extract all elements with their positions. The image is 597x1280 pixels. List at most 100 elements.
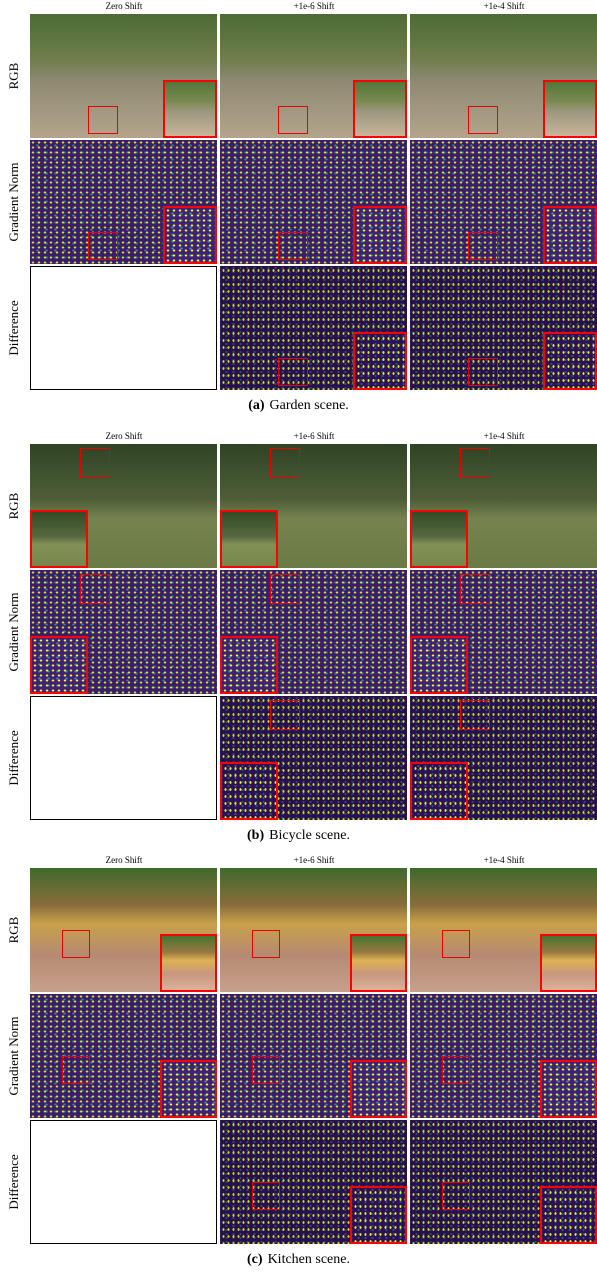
image-panel bbox=[30, 570, 217, 694]
image-panel bbox=[410, 570, 597, 694]
column-header: +1e-4 Shift bbox=[410, 1, 597, 11]
zoom-inset bbox=[163, 206, 217, 264]
image-panel bbox=[220, 140, 407, 264]
crop-box bbox=[80, 574, 110, 604]
column-header: +1e-4 Shift bbox=[410, 855, 597, 865]
image-panel bbox=[30, 140, 217, 264]
image-panel bbox=[220, 14, 407, 138]
image-panel bbox=[410, 1120, 597, 1244]
caption-label: (a) bbox=[248, 398, 264, 413]
crop-box bbox=[442, 1056, 470, 1084]
zoom-inset bbox=[220, 762, 278, 820]
row-label: Difference bbox=[6, 266, 22, 390]
crop-box bbox=[468, 358, 498, 386]
zoom-inset bbox=[353, 80, 407, 138]
row-label: Difference bbox=[6, 1120, 22, 1244]
crop-box bbox=[252, 1056, 280, 1084]
caption-label: (c) bbox=[247, 1252, 263, 1267]
crop-box bbox=[88, 232, 118, 260]
column-header: +1e-4 Shift bbox=[410, 431, 597, 441]
zoom-inset bbox=[543, 206, 597, 264]
crop-box bbox=[88, 106, 118, 134]
zoom-inset bbox=[540, 934, 597, 992]
image-panel bbox=[30, 696, 217, 820]
crop-box bbox=[278, 232, 308, 260]
image-panel bbox=[410, 266, 597, 390]
zoom-inset bbox=[30, 510, 88, 568]
zoom-inset bbox=[160, 934, 217, 992]
caption: (a)Garden scene. bbox=[0, 398, 597, 414]
image-panel bbox=[30, 444, 217, 568]
crop-box bbox=[460, 448, 490, 478]
zoom-inset bbox=[410, 510, 468, 568]
zoom-inset bbox=[540, 1186, 597, 1244]
image-panel bbox=[220, 994, 407, 1118]
crop-box bbox=[62, 1056, 90, 1084]
image-panel bbox=[220, 696, 407, 820]
image-panel bbox=[30, 14, 217, 138]
image-panel bbox=[30, 1120, 217, 1244]
caption: (c) Kitchen scene. bbox=[0, 1252, 597, 1268]
column-header: +1e-6 Shift bbox=[220, 1, 408, 11]
zoom-inset bbox=[410, 636, 468, 694]
crop-box bbox=[252, 1182, 280, 1210]
zoom-inset bbox=[350, 1186, 407, 1244]
zoom-inset bbox=[543, 80, 597, 138]
row-label: Gradient Norm bbox=[6, 994, 22, 1118]
row-label: Gradient Norm bbox=[6, 140, 22, 264]
zoom-inset bbox=[350, 934, 407, 992]
zoom-inset bbox=[163, 80, 217, 138]
image-panel bbox=[410, 140, 597, 264]
image-panel bbox=[30, 266, 217, 390]
column-header: Zero Shift bbox=[30, 855, 218, 865]
crop-box bbox=[270, 700, 300, 730]
zoom-inset bbox=[540, 1060, 597, 1118]
image-panel bbox=[410, 868, 597, 992]
crop-box bbox=[460, 574, 490, 604]
crop-box bbox=[278, 358, 308, 386]
zoom-inset bbox=[160, 1060, 217, 1118]
image-panel bbox=[410, 994, 597, 1118]
image-panel bbox=[410, 444, 597, 568]
crop-box bbox=[252, 930, 280, 958]
zoom-inset bbox=[410, 762, 468, 820]
image-panel bbox=[220, 868, 407, 992]
image-panel bbox=[220, 1120, 407, 1244]
column-header: Zero Shift bbox=[30, 431, 218, 441]
caption-text: Kitchen scene. bbox=[268, 1252, 350, 1267]
image-panel bbox=[410, 696, 597, 820]
caption-text: Bicycle scene. bbox=[269, 828, 350, 843]
crop-box bbox=[270, 448, 300, 478]
crop-box bbox=[270, 574, 300, 604]
zoom-inset bbox=[30, 636, 88, 694]
caption: (b) Bicycle scene. bbox=[0, 828, 597, 844]
zoom-inset bbox=[543, 332, 597, 390]
zoom-inset bbox=[350, 1060, 407, 1118]
crop-box bbox=[468, 106, 498, 134]
zoom-inset bbox=[220, 636, 278, 694]
zoom-inset bbox=[353, 332, 407, 390]
image-panel bbox=[410, 14, 597, 138]
row-label: RGB bbox=[6, 868, 22, 992]
crop-box bbox=[62, 930, 90, 958]
row-label: Gradient Norm bbox=[6, 570, 22, 694]
zoom-inset bbox=[220, 510, 278, 568]
crop-box bbox=[442, 1182, 470, 1210]
figure: (() => { const data = JSON.parse(documen… bbox=[0, 0, 597, 1280]
row-label: Difference bbox=[6, 696, 22, 820]
column-header: +1e-6 Shift bbox=[220, 431, 408, 441]
crop-box bbox=[278, 106, 308, 134]
column-header: +1e-6 Shift bbox=[220, 855, 408, 865]
row-label: RGB bbox=[6, 14, 22, 138]
crop-box bbox=[468, 232, 498, 260]
image-panel bbox=[220, 266, 407, 390]
image-panel bbox=[30, 994, 217, 1118]
image-panel bbox=[30, 868, 217, 992]
zoom-inset bbox=[353, 206, 407, 264]
crop-box bbox=[80, 448, 110, 478]
image-panel bbox=[220, 444, 407, 568]
crop-box bbox=[442, 930, 470, 958]
row-label: RGB bbox=[6, 444, 22, 568]
image-panel bbox=[220, 570, 407, 694]
caption-label: (b) bbox=[247, 828, 264, 843]
